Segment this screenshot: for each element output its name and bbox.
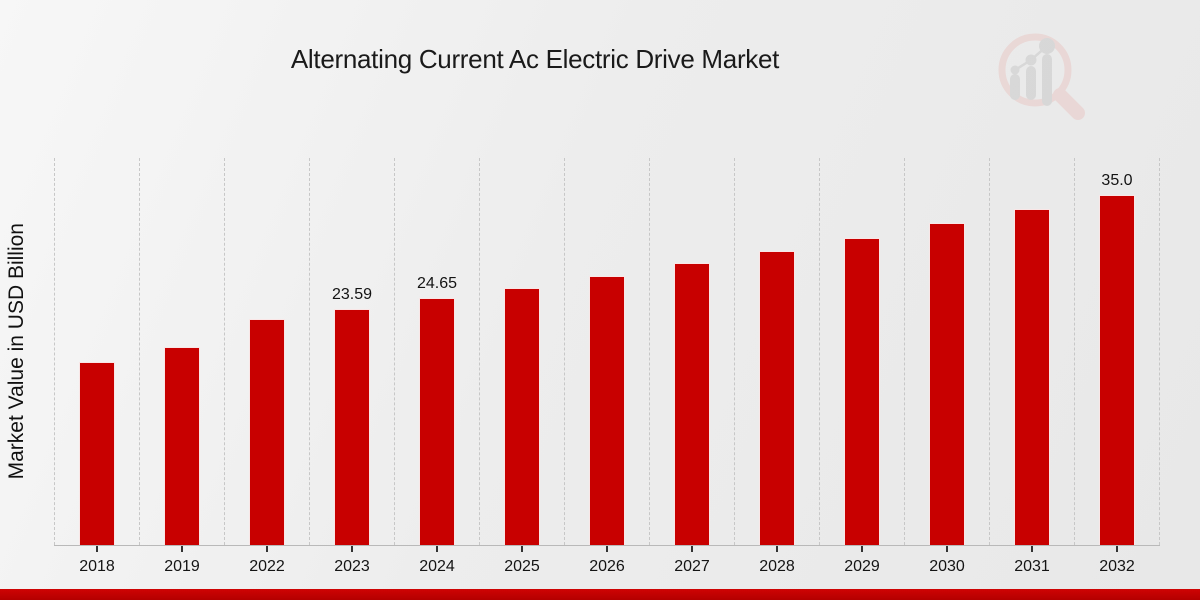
bar-2022 <box>249 319 285 545</box>
chart-column-2019: 2019 <box>139 158 224 575</box>
chart-column-2030: 2030 <box>904 158 989 575</box>
plot-area: 2018 2019 2022 23.59 2023 24.65 2024 2025 2026 20… <box>54 158 1160 575</box>
value-label-2032: 35.0 <box>1101 172 1133 189</box>
x-axis-tick-2018 <box>96 546 98 552</box>
x-axis-tick-2030 <box>946 546 948 552</box>
bar-2029 <box>844 238 880 545</box>
bottom-banner <box>0 589 1200 600</box>
x-axis-tick-2029 <box>861 546 863 552</box>
x-axis-label-2022: 2022 <box>249 558 285 575</box>
bar-2025 <box>504 288 540 545</box>
bar-2024 <box>419 298 455 545</box>
x-axis-label-2032: 2032 <box>1099 558 1135 575</box>
chart-column-2032: 35.0 2032 <box>1074 158 1160 575</box>
x-axis-label-2031: 2031 <box>1014 558 1050 575</box>
bar-2030 <box>929 223 965 545</box>
x-axis-label-2024: 2024 <box>419 558 455 575</box>
chart-title: Alternating Current Ac Electric Drive Ma… <box>290 44 780 74</box>
magnifier-bar-chart-logo-icon <box>998 33 1085 120</box>
bar-2019 <box>164 347 200 545</box>
x-axis-tick-2022 <box>266 546 268 552</box>
x-axis-tick-2032 <box>1116 546 1118 552</box>
value-label-2023: 23.59 <box>331 286 373 303</box>
chart-column-2029: 2029 <box>819 158 904 575</box>
value-label-2024: 24.65 <box>416 275 458 292</box>
y-axis-title-text: Market Value in USD Billion <box>5 223 28 480</box>
bar-2027 <box>674 263 710 545</box>
x-axis-label-2028: 2028 <box>759 558 795 575</box>
x-axis-tick-2027 <box>691 546 693 552</box>
x-axis-tick-2031 <box>1031 546 1033 552</box>
bar-2023 <box>334 309 370 545</box>
bar-2032 <box>1099 195 1135 545</box>
x-axis-label-2029: 2029 <box>844 558 880 575</box>
chart-column-2026: 2026 <box>564 158 649 575</box>
chart-column-2023: 23.59 2023 <box>309 158 394 575</box>
chart-column-2028: 2028 <box>734 158 819 575</box>
chart-column-2027: 2027 <box>649 158 734 575</box>
x-axis-label-2023: 2023 <box>334 558 370 575</box>
y-axis-title: Market Value in USD Billion <box>2 158 32 545</box>
x-axis-label-2019: 2019 <box>164 558 200 575</box>
x-axis-label-2025: 2025 <box>504 558 540 575</box>
chart-column-2024: 24.65 2024 <box>394 158 479 575</box>
x-axis-tick-2023 <box>351 546 353 552</box>
x-axis-label-2027: 2027 <box>674 558 710 575</box>
x-axis-label-2018: 2018 <box>79 558 115 575</box>
x-axis-label-2026: 2026 <box>589 558 625 575</box>
chart-column-2018: 2018 <box>54 158 139 575</box>
bar-2018 <box>79 362 115 545</box>
x-axis-label-2030: 2030 <box>929 558 965 575</box>
chart-column-2022: 2022 <box>224 158 309 575</box>
bar-2031 <box>1014 209 1050 545</box>
x-axis-tick-2028 <box>776 546 778 552</box>
chart-column-2025: 2025 <box>479 158 564 575</box>
chart-column-2031: 2031 <box>989 158 1074 575</box>
x-axis-tick-2024 <box>436 546 438 552</box>
x-axis-tick-2026 <box>606 546 608 552</box>
x-axis-tick-2025 <box>521 546 523 552</box>
x-axis-tick-2019 <box>181 546 183 552</box>
bar-2028 <box>759 251 795 545</box>
bar-2026 <box>589 276 625 545</box>
